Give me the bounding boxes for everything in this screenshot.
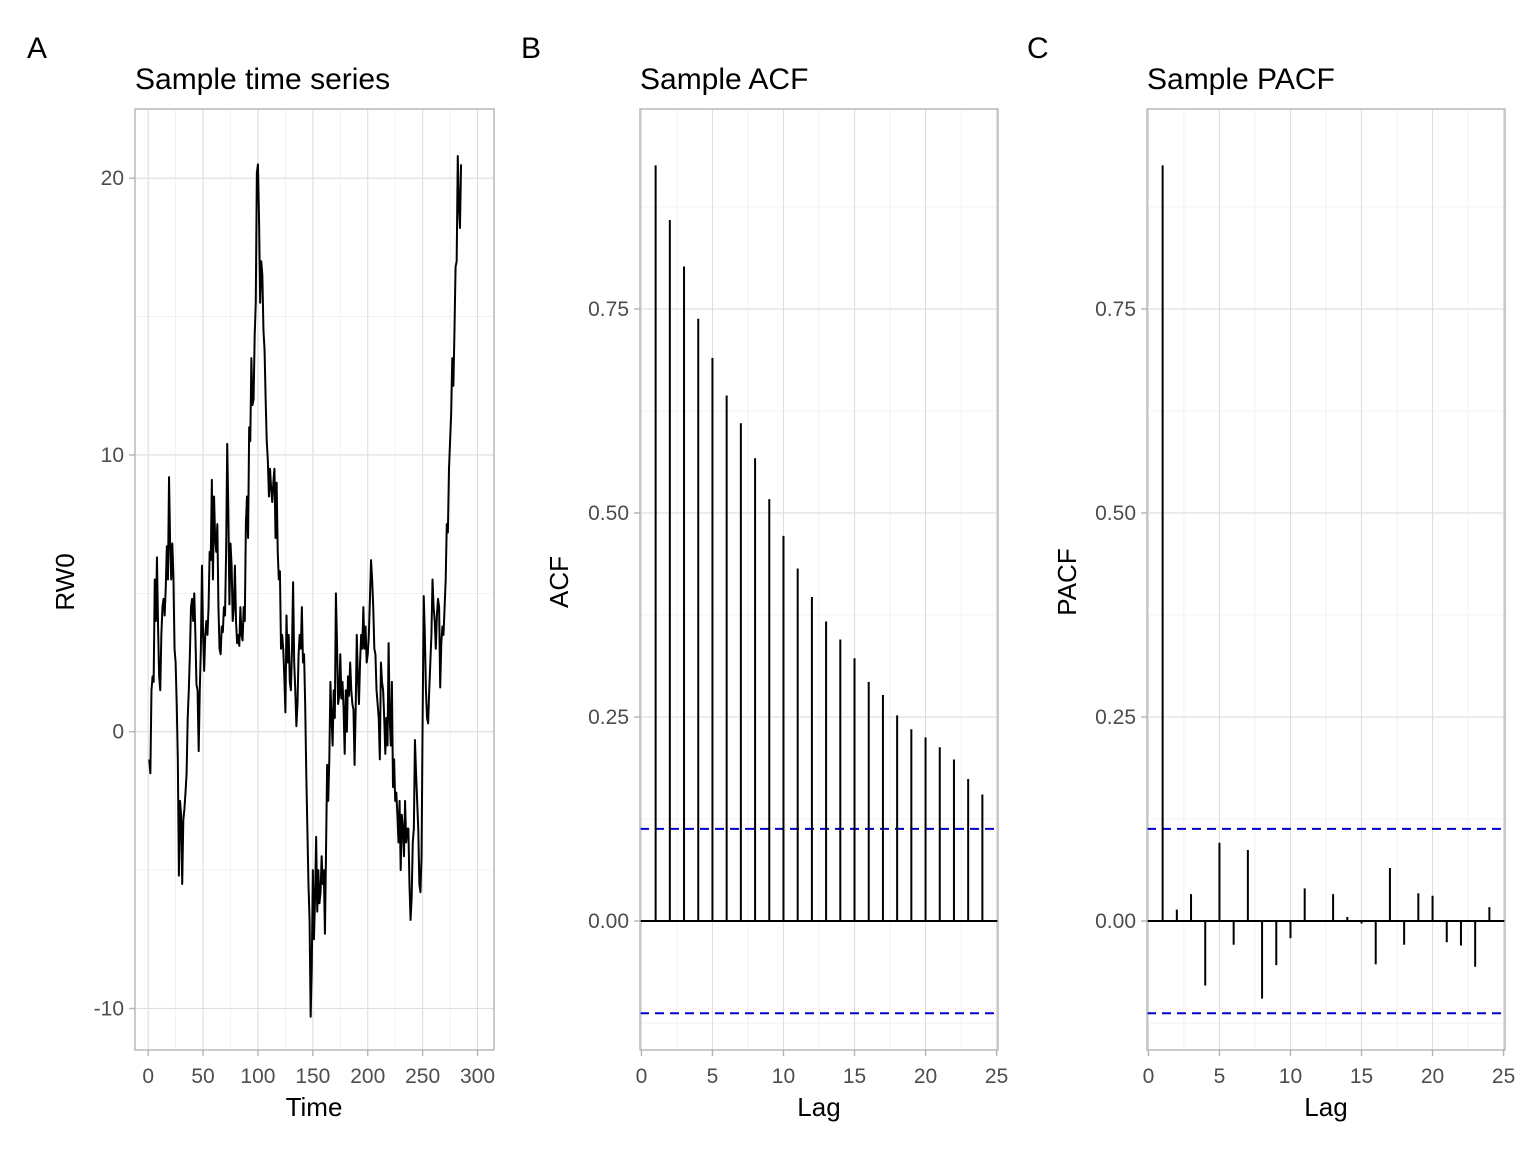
time-series-marks — [148, 155, 463, 1018]
time-series-x-tick-label: 200 — [350, 1065, 385, 1088]
acf-marks — [640, 165, 998, 1015]
panel-tag-b: B — [521, 32, 541, 65]
time-series-x-tick-label: 0 — [142, 1065, 154, 1088]
time-series-y-tick-label: 20 — [101, 167, 124, 190]
acf-x-tick-label: 10 — [772, 1065, 795, 1088]
time-series-panel-border — [134, 108, 495, 1051]
panel-acf: B Sample ACF 0 5 10 15 20 250.000.250.500.75 … — [521, 32, 1008, 1122]
acf-title: Sample ACF — [640, 63, 808, 96]
time-series-y-axis-label: RW0 — [50, 553, 80, 610]
pacf-y-tick-label: 0.25 — [1095, 706, 1136, 729]
acf-y-tick-label: 0.50 — [588, 502, 629, 525]
time-series-x-tick-label: 100 — [240, 1065, 275, 1088]
acf-x-tick-label: 5 — [707, 1065, 719, 1088]
acf-y-tick-label: 0.25 — [588, 706, 629, 729]
panel-tag-c: C — [1027, 32, 1049, 65]
time-series-x-tick-label: 300 — [460, 1065, 495, 1088]
pacf-y-tick-label: 0.00 — [1095, 910, 1136, 933]
acf-x-tick-label: 20 — [914, 1065, 937, 1088]
acf-panel-border — [639, 108, 999, 1051]
time-series-series-line — [148, 155, 463, 1018]
pacf-panel-border — [1146, 108, 1506, 1051]
time-series-axes: 0 50 100 150 200 250 300 -10 0 10 20 — [94, 108, 495, 1088]
pacf-axes: 0 5 10 15 20 25 0.00 0.25 0.50 0.75 — [1095, 108, 1515, 1088]
pacf-x-tick-label: 10 — [1279, 1065, 1302, 1088]
acf-x-axis-label: Lag — [797, 1092, 840, 1122]
acf-x-tick-label: 25 — [985, 1065, 1008, 1088]
pacf-x-axis-label: Lag — [1304, 1092, 1347, 1122]
panel-tag-a: A — [27, 32, 47, 65]
pacf-y-tick-label: 0.50 — [1095, 502, 1136, 525]
acf-x-tick-label: 15 — [843, 1065, 866, 1088]
time-series-x-tick-label: 50 — [191, 1065, 214, 1088]
pacf-y-tick-label: 0.75 — [1095, 298, 1136, 321]
time-series-y-tick-label: 0 — [112, 721, 124, 744]
acf-y-axis-label: ACF — [544, 556, 574, 608]
panel-time-series: A Sample time series 0 50 100 150 200 250 300-… — [27, 32, 495, 1122]
pacf-x-tick-label: 15 — [1350, 1065, 1373, 1088]
time-series-y-tick-label: -10 — [94, 997, 124, 1020]
acf-y-tick-label: 0.00 — [588, 910, 629, 933]
pacf-x-tick-label: 25 — [1492, 1065, 1515, 1088]
time-series-x-tick-label: 150 — [295, 1065, 330, 1088]
pacf-grid — [1147, 109, 1505, 1050]
pacf-x-tick-label: 5 — [1214, 1065, 1226, 1088]
pacf-y-axis-label: PACF — [1052, 548, 1082, 615]
time-series-title: Sample time series — [135, 63, 390, 96]
time-series-x-axis-label: Time — [286, 1092, 343, 1122]
panel-pacf: C Sample PACF 0 5 10 15 20 25 0.00 0.25 0.50 0.75… — [1027, 32, 1515, 1122]
pacf-title: Sample PACF — [1147, 63, 1335, 96]
acf-axes: 0 5 10 15 20 25 0.00 0.25 0.50 0.75 — [588, 108, 1008, 1088]
pacf-x-tick-label: 20 — [1421, 1065, 1444, 1088]
time-series-y-tick-label: 10 — [101, 444, 124, 467]
time-series-x-tick-label: 250 — [405, 1065, 440, 1088]
acf-x-tick-label: 0 — [636, 1065, 648, 1088]
pacf-marks — [1147, 165, 1505, 1015]
acf-y-tick-label: 0.75 — [588, 298, 629, 321]
pacf-x-tick-label: 0 — [1143, 1065, 1155, 1088]
